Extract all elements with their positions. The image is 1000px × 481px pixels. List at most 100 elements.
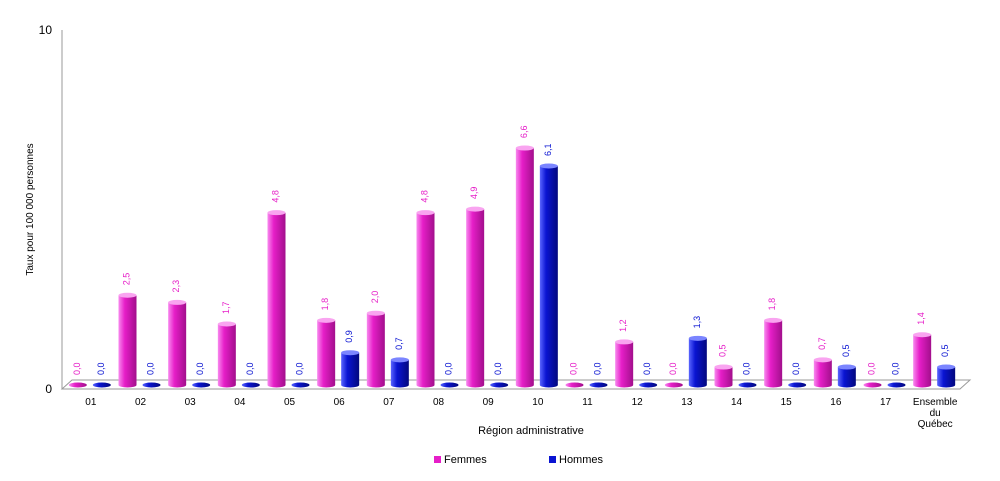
bar-zero-disc (863, 382, 882, 388)
bar-hommes-11 (639, 382, 658, 388)
bar-top (168, 299, 187, 305)
bar-zero-disc (291, 382, 310, 388)
y-tick-label: 10 (39, 23, 53, 37)
bar-femmes-5 (317, 317, 336, 388)
value-label-hommes-15: 0,5 (841, 345, 851, 358)
value-label-hommes-4: 0,0 (295, 362, 305, 375)
x-tick-label: 08 (433, 397, 445, 408)
value-label-femmes-9: 6,6 (519, 126, 529, 139)
bar-top (539, 163, 558, 169)
value-label-femmes-0: 0,0 (72, 362, 82, 375)
bar-femmes-7 (416, 210, 435, 388)
value-label-femmes-13: 0,5 (718, 345, 728, 358)
bar-hommes-9 (539, 163, 558, 388)
bar-top (416, 210, 435, 216)
value-label-femmes-14: 1,8 (767, 298, 777, 311)
bar-top (390, 357, 409, 363)
value-label-femmes-8: 4,9 (469, 187, 479, 200)
bar-femmes-6 (366, 310, 385, 388)
bar-zero-disc (887, 382, 906, 388)
value-label-femmes-6: 2,0 (370, 291, 380, 304)
value-label-hommes-16: 0,0 (891, 362, 901, 375)
bar-femmes-4 (267, 210, 286, 388)
x-tick-label: 02 (135, 397, 147, 408)
bar-top (317, 317, 336, 323)
bar-top (515, 145, 534, 151)
bar-femmes-0 (68, 382, 87, 388)
y-axis-title: Taux pour 100 000 personnes (25, 143, 36, 275)
value-label-femmes-5: 1,8 (320, 298, 330, 311)
value-label-femmes-11: 1,2 (618, 319, 628, 332)
bar-top (267, 210, 286, 216)
bar-body (813, 359, 832, 388)
x-tick-label: Ensemble du Québec (913, 397, 958, 430)
bar-top (217, 321, 236, 327)
bar-hommes-12 (688, 335, 707, 388)
x-axis-title: Région administrative (478, 425, 584, 437)
bar-body (515, 148, 534, 388)
value-label-hommes-9: 6,1 (543, 143, 553, 156)
value-label-femmes-3: 1,7 (221, 301, 231, 314)
bar-top (341, 350, 360, 356)
bar-zero-disc (192, 382, 211, 388)
bar-femmes-11 (615, 339, 634, 388)
bar-zero-disc (589, 382, 608, 388)
value-label-hommes-11: 0,0 (642, 362, 652, 375)
bar-hommes-8 (490, 382, 509, 388)
legend-swatch-femmes (434, 456, 441, 463)
bar-hommes-1 (142, 382, 161, 388)
bar-hommes-0 (92, 382, 111, 388)
bar-body (937, 367, 956, 388)
bar-zero-disc (68, 382, 87, 388)
value-label-hommes-5: 0,9 (344, 330, 354, 343)
bar-zero-disc (738, 382, 757, 388)
bar-hommes-14 (788, 382, 807, 388)
bar-hommes-2 (192, 382, 211, 388)
bar-zero-disc (664, 382, 683, 388)
bar-zero-disc (639, 382, 658, 388)
bar-femmes-1 (118, 292, 137, 388)
value-label-femmes-10: 0,0 (569, 362, 579, 375)
bar-hommes-16 (887, 382, 906, 388)
value-label-hommes-8: 0,0 (493, 362, 503, 375)
bar-zero-disc (490, 382, 509, 388)
legend-swatch-hommes (549, 456, 556, 463)
value-label-femmes-15: 0,7 (817, 337, 827, 350)
bar-hommes-7 (440, 382, 459, 388)
legend-label-femmes: Femmes (444, 454, 487, 466)
value-label-femmes-4: 4,8 (271, 190, 281, 203)
x-tick-label: 14 (731, 397, 743, 408)
bar-femmes-12 (664, 382, 683, 388)
x-tick-label: 17 (880, 397, 892, 408)
bar-femmes-17 (913, 332, 932, 388)
x-tick-label: 07 (383, 397, 395, 408)
value-label-femmes-16: 0,0 (867, 362, 877, 375)
bar-femmes-9 (515, 145, 534, 388)
x-tick-label: 16 (830, 397, 842, 408)
value-label-hommes-7: 0,0 (444, 362, 454, 375)
bar-body (267, 212, 286, 388)
bar-body (366, 313, 385, 388)
bar-femmes-16 (863, 382, 882, 388)
bar-hommes-3 (241, 382, 260, 388)
bar-top (366, 310, 385, 316)
x-tick-label: 10 (532, 397, 544, 408)
bar-body (688, 338, 707, 388)
bar-body (217, 323, 236, 388)
bar-top (118, 292, 137, 298)
bar-body (118, 295, 137, 388)
bar-top (615, 339, 634, 345)
bar-body (714, 367, 733, 388)
bar-top (813, 357, 832, 363)
legend-label-hommes: Hommes (559, 454, 604, 466)
bar-femmes-3 (217, 321, 236, 388)
value-label-hommes-14: 0,0 (791, 362, 801, 375)
bar-body (317, 320, 336, 388)
bar-body (615, 341, 634, 388)
x-tick-label: 03 (185, 397, 197, 408)
bar-body (390, 359, 409, 388)
bar-top (913, 332, 932, 338)
value-label-hommes-3: 0,0 (245, 362, 255, 375)
bar-femmes-13 (714, 364, 733, 388)
